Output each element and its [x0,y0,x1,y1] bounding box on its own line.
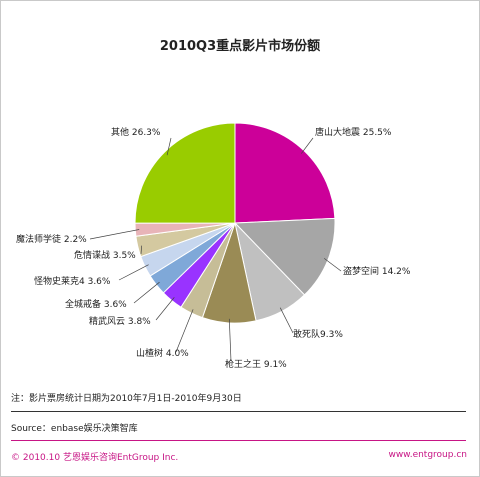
note-text: 注：影片票房统计日期为2010年7月1日-2010年9月30日 [11,394,242,404]
leader-line [166,137,172,156]
leader-line [89,229,140,240]
divider-line [11,411,466,412]
footer: © 2010.10 艺恩娱乐咨询EntGroup Inc. www.entgro… [1,446,479,468]
pie-slice [233,217,336,296]
leader-line [175,309,194,353]
slice-label: 危情谍战 3.5% [74,249,136,261]
leader-line [279,307,294,334]
leader-line [155,297,175,321]
slice-label: 魔法师学徒 2.2% [16,233,87,245]
source-text: Source：enbase娱乐决策智库 [11,424,138,434]
slice-label: 山楂树 4.0% [136,347,189,359]
leader-line [140,245,143,255]
slice-label: 唐山大地震 25.5% [315,126,392,138]
pie-slice [134,122,236,224]
website-link[interactable]: www.entgroup.cn [388,450,467,460]
slice-label: 全城戒备 3.6% [65,298,127,310]
slice-label: 其他 26.3% [111,126,161,138]
pie-chart: 唐山大地震 25.5% 盗梦空间 14.2% 敢死队9.3% 枪王之王 9.1% 山楂树… [16,122,411,370]
leader-line [118,264,149,281]
slice-label: 敢死队9.3% [293,328,343,340]
copyright-text: © 2010.10 艺恩娱乐咨询EntGroup Inc. [11,453,179,463]
slice-label: 怪物史莱克4 3.6% [34,275,111,287]
leader-line [323,258,342,272]
chart-title: 2010Q3重点影片市场份额 [159,39,321,54]
leader-line [133,281,160,304]
slice-label: 盗梦空间 14.2% [343,265,411,277]
pie-slice [234,122,336,224]
leader-line [301,137,314,154]
leader-line [228,318,232,362]
slice-label: 精武风云 3.8% [89,315,151,327]
footer-divider [11,440,466,441]
slice-label: 枪王之王 9.1% [225,358,287,370]
